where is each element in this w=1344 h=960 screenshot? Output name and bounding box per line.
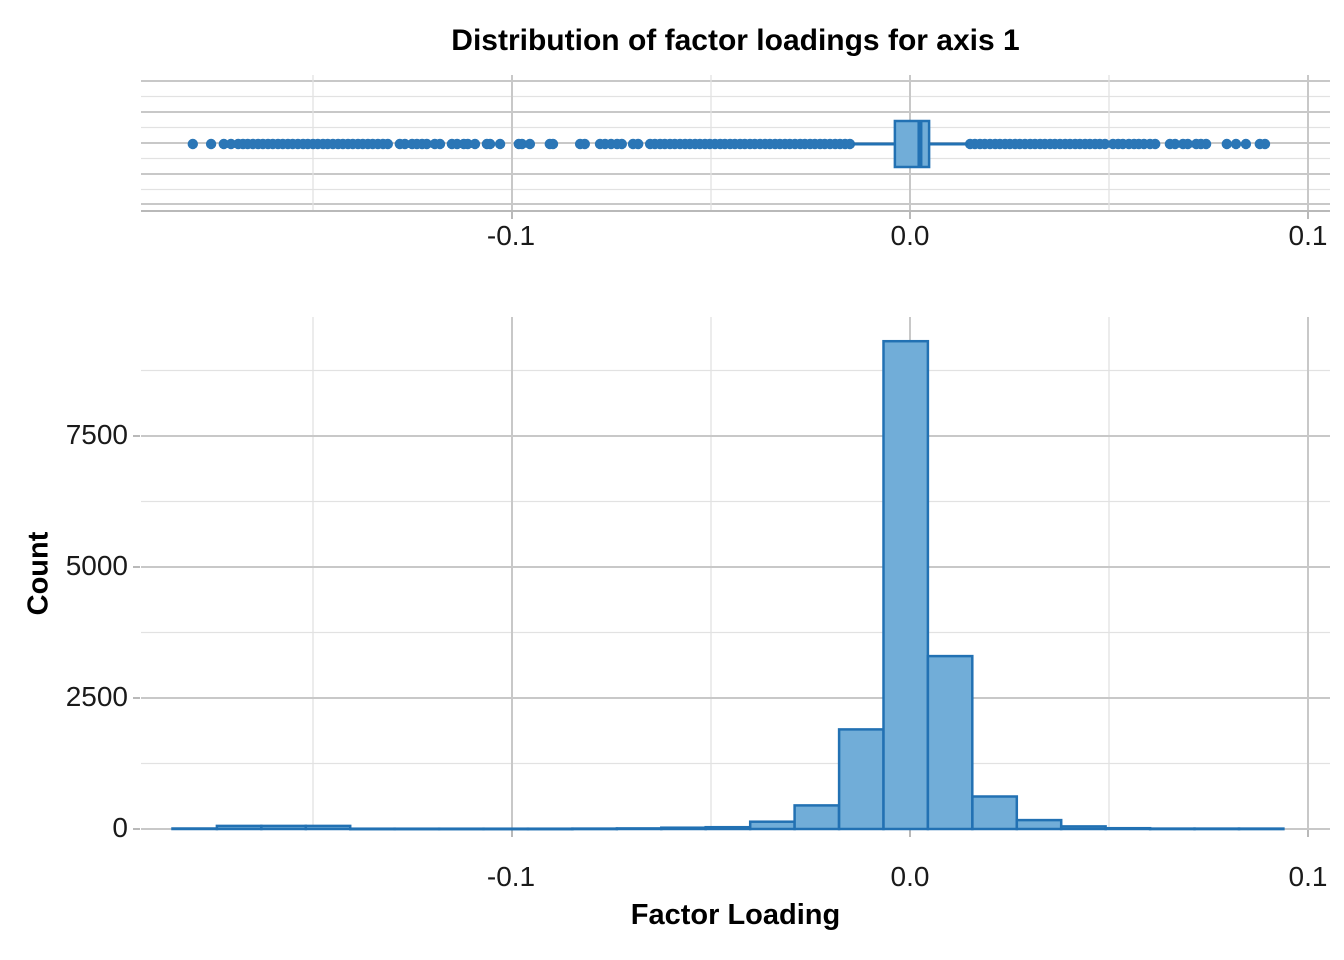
- histogram-bar: [482, 827, 530, 831]
- histogram-bar: [926, 654, 974, 831]
- boxplot-panel: [141, 75, 1330, 219]
- histogram-bar: [704, 825, 752, 831]
- histogram-bar: [660, 826, 707, 831]
- ytick-5000: 5000: [65, 550, 128, 581]
- outlier-point: [1099, 138, 1111, 150]
- outlier-point: [187, 138, 198, 150]
- outlier-point: [434, 138, 446, 150]
- histogram-bar: [1015, 818, 1063, 831]
- histogram-bar: [1193, 827, 1241, 831]
- histogram-bar: [748, 820, 796, 831]
- histogram-bar: [1059, 825, 1107, 831]
- histogram-bar: [1237, 827, 1285, 831]
- boxplot-xtick-neg01: -0.1: [486, 220, 536, 251]
- histogram-bar: [349, 827, 396, 831]
- outlier-point: [469, 138, 481, 150]
- hist-xtick-neg01: -0.1: [486, 861, 536, 892]
- histogram-bar: [171, 827, 219, 831]
- histogram-bar: [882, 339, 930, 831]
- outlier-point: [382, 138, 393, 150]
- outlier-point: [484, 138, 496, 150]
- histogram-bar: [393, 827, 441, 831]
- ytick-0: 0: [112, 812, 128, 843]
- histogram-bar: [837, 728, 885, 831]
- outlier-point: [1169, 138, 1181, 150]
- hist-xtick-01: 0.1: [1288, 861, 1328, 892]
- ytick-7500: 7500: [65, 419, 128, 450]
- ytick-2500: 2500: [65, 681, 128, 712]
- outlier-point: [205, 138, 217, 150]
- outlier-point: [494, 138, 506, 150]
- boxplot-xtick-01: 0.1: [1288, 220, 1328, 251]
- outlier-points: [187, 138, 1271, 150]
- outlier-point: [1182, 138, 1194, 150]
- box-iqr: [893, 119, 931, 169]
- outlier-point: [633, 138, 644, 150]
- figure-title: Distribution of factor loadings for axis…: [451, 24, 1020, 57]
- histogram-bar: [526, 827, 574, 831]
- histogram-bar: [615, 827, 663, 831]
- histogram-bars: [171, 339, 1285, 831]
- outlier-point: [516, 138, 528, 150]
- outlier-point: [1200, 138, 1212, 150]
- outlier-point: [225, 138, 237, 150]
- outlier-point: [1230, 138, 1242, 150]
- histogram-bar: [304, 824, 352, 831]
- outlier-point: [1221, 138, 1233, 150]
- outlier-point: [579, 138, 590, 150]
- outlier-point: [421, 138, 432, 150]
- histogram-bar: [793, 804, 841, 831]
- histogram-bar: [1104, 826, 1152, 831]
- histogram-gridlines: [141, 317, 1330, 830]
- hist-xtick-00: 0.0: [890, 861, 930, 892]
- outlier-point: [1150, 138, 1161, 150]
- histogram-bar: [215, 824, 263, 831]
- outlier-point: [462, 138, 473, 150]
- outlier-point: [1259, 138, 1271, 150]
- outlier-point: [1240, 138, 1252, 150]
- outlier-point: [844, 138, 856, 150]
- histogram-panel: [133, 317, 1330, 837]
- outlier-point: [524, 138, 536, 150]
- histogram-bar: [1148, 827, 1196, 831]
- histogram-bar: [437, 827, 485, 831]
- histogram-bar: [971, 795, 1019, 831]
- outlier-point: [616, 138, 627, 150]
- boxplot-xtick-00: 0.0: [890, 220, 930, 251]
- y-axis-title: Count: [22, 531, 55, 616]
- x-axis-title: Factor Loading: [630, 899, 841, 931]
- outlier-point: [399, 138, 411, 150]
- histogram-bar: [571, 827, 619, 831]
- outlier-point: [547, 138, 559, 150]
- outlier-point: [218, 138, 229, 150]
- histogram-bar: [260, 824, 308, 831]
